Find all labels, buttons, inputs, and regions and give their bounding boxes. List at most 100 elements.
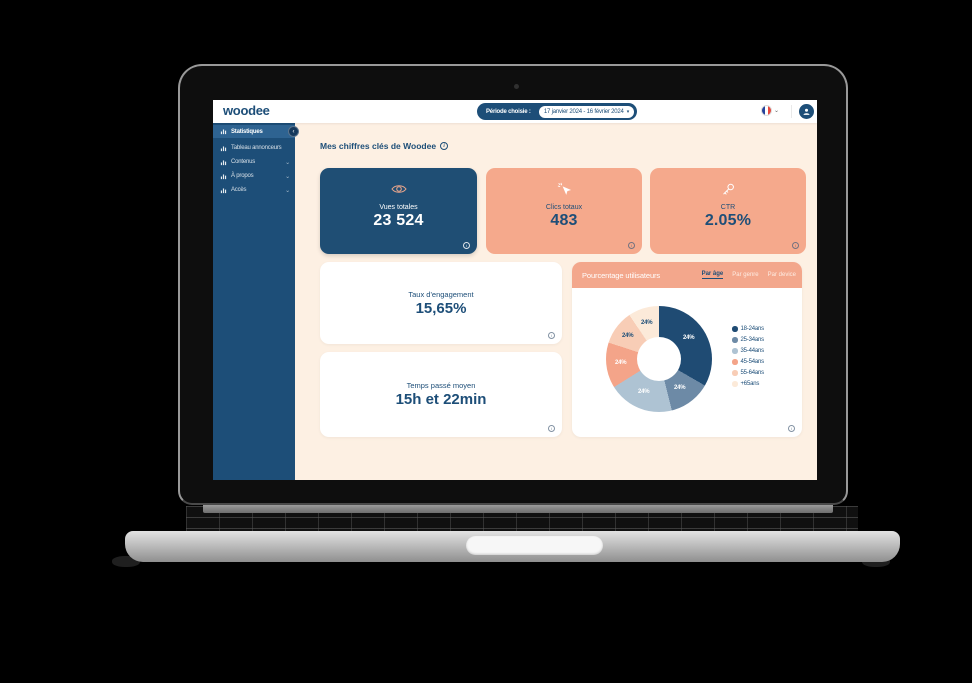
info-icon[interactable]: i <box>548 332 555 339</box>
period-selector[interactable]: Période choisie : 17 janvier 2024 - 16 f… <box>477 103 637 120</box>
slice-label: 24% <box>641 320 653 326</box>
period-dropdown[interactable]: 17 janvier 2024 - 16 février 2024 ▾ <box>538 105 634 118</box>
info-icon[interactable]: i <box>628 242 635 249</box>
chart-legend: 18-24ans 25-34ans 35-44ans 45-54ans <box>732 326 764 387</box>
laptop-foot <box>112 556 140 567</box>
info-icon[interactable]: i <box>792 242 799 249</box>
metric-value: 15h et 22min <box>395 391 487 408</box>
age-donut-chart: 24% 24% 24% 24% 24% 24% <box>606 306 712 412</box>
tab-par-age[interactable]: Par âge <box>701 271 724 279</box>
sidebar-item-contenus[interactable]: Contenus ⌄ <box>213 156 295 168</box>
divider <box>791 105 792 118</box>
legend-label: 18-24ans <box>740 326 765 332</box>
metric-label: Taux d'engagement <box>408 289 474 299</box>
chevron-down-icon: ⌄ <box>285 159 290 166</box>
chevron-down-icon: ⌄ <box>774 108 780 114</box>
webcam-dot <box>514 84 519 89</box>
legend-dot <box>732 337 738 343</box>
legend-label: 25-34ans <box>740 337 765 343</box>
info-icon[interactable]: i <box>548 425 555 432</box>
info-icon[interactable]: i <box>440 142 449 150</box>
legend-dot <box>732 348 738 354</box>
bar-chart-icon <box>220 159 227 165</box>
sidebar-item-label: Tableau annonceurs <box>231 145 282 151</box>
slice-label: 24% <box>674 385 686 391</box>
main-content: Mes chiffres clés de Woodee i Vues total… <box>295 123 817 480</box>
bar-chart-icon <box>220 129 227 135</box>
legend-item: 55-64ans <box>732 370 764 376</box>
section-title-text: Mes chiffres clés de Woodee <box>320 141 437 151</box>
legend-label: 55-64ans <box>740 370 765 376</box>
stat-card-vues-totales: Vues totales 23 524 i <box>320 168 477 254</box>
info-icon[interactable]: i <box>463 242 470 249</box>
tab-par-genre[interactable]: Par genre <box>732 272 759 278</box>
sidebar-item-label: Accès <box>231 187 247 193</box>
period-label: Période choisie : <box>486 108 531 115</box>
chevron-down-icon: ⌄ <box>285 173 290 180</box>
legend-item: +65ans <box>732 381 764 387</box>
tab-par-device[interactable]: Par device <box>767 272 796 278</box>
stat-label: Vues totales <box>379 204 418 211</box>
panel-tabs: Par âge Par genre Par device <box>701 262 796 288</box>
panel-title: Pourcentage utilisateurs <box>582 271 661 280</box>
slice-label: 24% <box>615 360 627 366</box>
legend-label: 35-44ans <box>740 348 765 354</box>
eye-icon <box>390 185 407 193</box>
top-bar: woodee Période choisie : 17 janvier 2024… <box>213 100 817 123</box>
sidebar-item-label: Statistiques <box>231 128 263 135</box>
french-flag-icon <box>761 105 772 116</box>
period-value: 17 janvier 2024 - 16 février 2024 <box>543 108 624 115</box>
stat-value: 23 524 <box>373 212 424 229</box>
legend-dot <box>732 381 738 387</box>
dashboard-app: woodee Période choisie : 17 janvier 2024… <box>213 100 817 480</box>
user-avatar[interactable] <box>799 104 814 119</box>
stat-card-clics-totaux: Clics totaux 483 i <box>486 168 642 254</box>
legend-dot <box>732 359 738 365</box>
stat-value: 483 <box>550 212 578 229</box>
language-selector[interactable]: ⌄ <box>761 105 779 116</box>
key-icon <box>722 183 734 195</box>
cursor-click-icon <box>557 182 571 195</box>
sidebar-item-tableau-annonceurs[interactable]: Tableau annonceurs <box>213 142 295 154</box>
sidebar-collapse-button[interactable]: ‹ <box>288 126 299 137</box>
person-icon <box>803 108 810 115</box>
stat-label: CTR <box>720 204 736 211</box>
bar-chart-icon <box>220 145 227 151</box>
stat-value: 2.05% <box>704 212 752 229</box>
caret-down-icon: ▾ <box>626 108 630 115</box>
info-icon[interactable]: i <box>788 425 795 432</box>
legend-label: +65ans <box>740 381 760 387</box>
chevron-down-icon: ⌄ <box>285 187 290 194</box>
metric-label: Temps passé moyen <box>406 381 476 390</box>
bar-chart-icon <box>220 187 227 193</box>
sidebar-item-statistiques[interactable]: Statistiques <box>213 125 295 138</box>
legend-dot <box>732 326 738 332</box>
laptop-lid-notch <box>466 536 603 555</box>
legend-item: 45-54ans <box>732 359 764 365</box>
stat-card-ctr: CTR 2.05% i <box>650 168 806 254</box>
metric-card-temps-passe: Temps passé moyen 15h et 22min i <box>320 352 562 437</box>
panel-header: Pourcentage utilisateurs Par âge Par gen… <box>572 262 802 288</box>
woodee-logo: woodee <box>223 103 270 118</box>
legend-item: 25-34ans <box>732 337 764 343</box>
sidebar-item-acces[interactable]: Accès ⌄ <box>213 184 295 196</box>
sidebar-item-label: Contenus <box>231 159 256 165</box>
legend-dot <box>732 370 738 376</box>
legend-item: 35-44ans <box>732 348 764 354</box>
sidebar-item-label: À propos <box>231 173 254 179</box>
section-title: Mes chiffres clés de Woodee i <box>320 141 449 151</box>
metric-value: 15,65% <box>415 299 467 317</box>
sidebar: Statistiques ‹ Tableau annonceurs Conten… <box>213 123 299 480</box>
pourcentage-utilisateurs-panel: Pourcentage utilisateurs Par âge Par gen… <box>572 262 802 437</box>
bar-chart-icon <box>220 173 227 179</box>
chevron-left-icon: ‹ <box>292 128 295 135</box>
legend-item: 18-24ans <box>732 326 764 332</box>
slice-label: 24% <box>638 389 650 395</box>
sidebar-item-a-propos[interactable]: À propos ⌄ <box>213 170 295 182</box>
slice-label: 24% <box>683 335 695 341</box>
slice-label: 24% <box>622 333 634 339</box>
stat-label: Clics totaux <box>545 204 583 211</box>
metric-card-taux-engagement: Taux d'engagement 15,65% i <box>320 262 562 344</box>
legend-label: 45-54ans <box>740 359 765 365</box>
